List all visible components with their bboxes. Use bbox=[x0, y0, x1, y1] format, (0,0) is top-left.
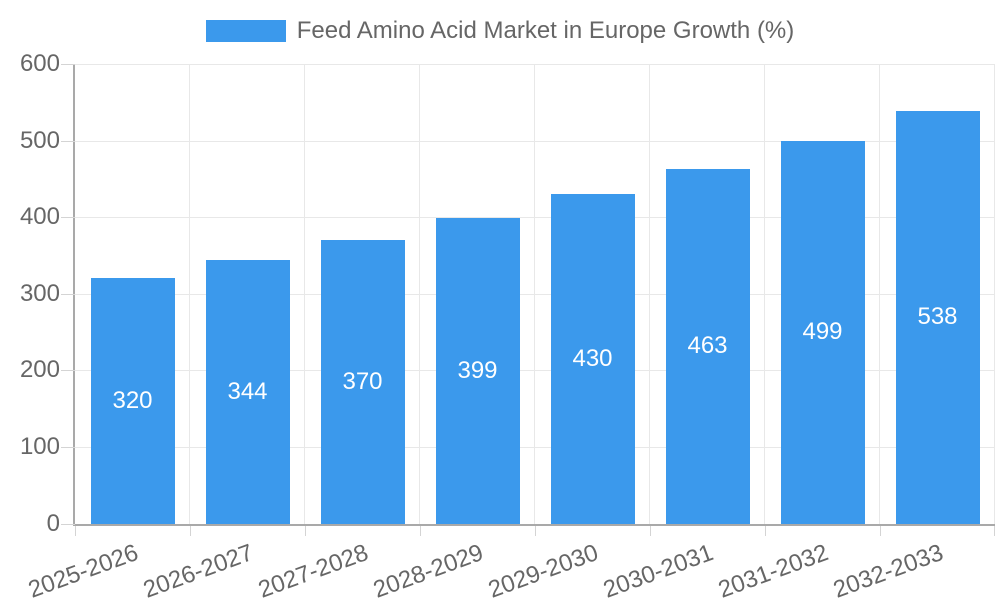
bar-value-label: 399 bbox=[457, 356, 498, 384]
y-tick-mark bbox=[61, 523, 75, 525]
bar-value-label: 344 bbox=[227, 377, 268, 405]
y-tick-label: 300 bbox=[19, 279, 60, 307]
y-tick-label: 600 bbox=[19, 50, 60, 77]
x-gridline bbox=[189, 64, 190, 524]
bar[interactable]: 399 bbox=[435, 217, 520, 524]
x-gridline bbox=[764, 64, 765, 524]
bar[interactable]: 430 bbox=[550, 194, 635, 524]
y-tick-mark bbox=[61, 446, 75, 448]
y-gridline bbox=[75, 140, 995, 142]
y-tick-mark bbox=[61, 217, 75, 219]
y-gridline bbox=[75, 370, 995, 372]
x-tick-mark bbox=[75, 525, 76, 536]
bar[interactable]: 344 bbox=[205, 260, 290, 524]
x-gridline bbox=[419, 64, 420, 524]
bar-value-label: 370 bbox=[342, 367, 383, 395]
x-gridline bbox=[304, 64, 305, 524]
bar[interactable]: 320 bbox=[90, 278, 175, 524]
x-tick-mark bbox=[880, 525, 881, 536]
y-tick-label: 200 bbox=[19, 356, 60, 384]
y-gridline bbox=[75, 64, 995, 65]
bar-value-label: 320 bbox=[112, 386, 153, 414]
bar[interactable]: 538 bbox=[895, 111, 980, 524]
x-gridline bbox=[649, 64, 650, 524]
bar-value-label: 499 bbox=[802, 318, 843, 346]
y-tick-mark bbox=[61, 140, 75, 142]
y-gridline bbox=[75, 217, 995, 219]
x-tick-mark bbox=[994, 525, 995, 536]
y-tick-mark bbox=[61, 293, 75, 295]
bar-value-label: 538 bbox=[917, 303, 958, 331]
y-tick-label: 100 bbox=[19, 432, 60, 460]
x-tick-mark bbox=[190, 525, 191, 536]
bar-value-label: 463 bbox=[687, 332, 728, 360]
x-tick-mark bbox=[765, 525, 766, 536]
bar[interactable]: 499 bbox=[780, 141, 865, 524]
y-gridline bbox=[75, 293, 995, 295]
y-tick-mark bbox=[61, 64, 75, 65]
bar-value-label: 430 bbox=[572, 344, 613, 372]
bar[interactable]: 463 bbox=[665, 168, 750, 524]
x-gridline bbox=[534, 64, 535, 524]
x-gridline bbox=[879, 64, 880, 524]
x-gridline bbox=[994, 64, 995, 524]
y-tick-label: 400 bbox=[19, 203, 60, 231]
x-tick-mark bbox=[650, 525, 651, 536]
y-tick-label: 0 bbox=[46, 509, 60, 537]
plot-area: 0 100 200 300 400 500 600 320 2025-2026 344 2026-2… bbox=[20, 50, 995, 600]
y-tick-label: 500 bbox=[19, 126, 60, 154]
y-gridline bbox=[75, 446, 995, 448]
legend-swatch bbox=[205, 20, 286, 42]
x-tick-mark bbox=[305, 525, 306, 536]
x-tick-mark bbox=[535, 525, 536, 536]
legend-label: Feed Amino Acid Market in Europe Growth … bbox=[296, 17, 795, 44]
bar[interactable]: 370 bbox=[320, 240, 405, 524]
x-tick-mark bbox=[420, 525, 421, 536]
legend-item[interactable]: Feed Amino Acid Market in Europe Growth … bbox=[0, 17, 1000, 45]
y-tick-mark bbox=[61, 370, 75, 372]
